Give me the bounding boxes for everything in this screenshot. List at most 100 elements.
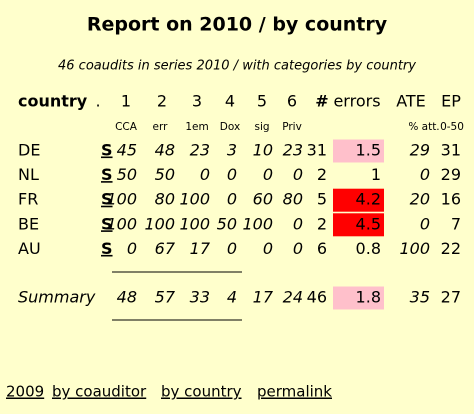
country: BE [18,214,39,233]
count: 31 [307,141,327,160]
column-header: 1 [121,92,131,111]
category-value: 67 [155,239,176,258]
category-value: 48 [155,141,175,160]
category-value: 0 [127,239,137,258]
errors-highlight [333,213,384,237]
category-value: 45 [117,141,137,160]
category-value: 23 [190,141,210,160]
category-value: 100 [179,190,210,209]
category-value: 100 [242,214,273,233]
count: 46 [307,288,327,307]
count: 5 [317,190,327,209]
column-header: EP [441,92,461,111]
column-subheader: % att. [408,121,439,133]
errors: 1.5 [356,141,381,160]
category-value: 24 [283,288,303,307]
category-value: 17 [253,288,274,307]
country: NL [18,165,39,184]
category-value: 4 [227,288,237,307]
category-value: 23 [283,141,303,160]
column-subheader: sig [254,121,269,133]
category-value: 100 [179,214,210,233]
category-value: 100 [106,190,137,209]
category-value: 0 [293,239,303,258]
errors: 1 [371,165,381,184]
column-subheader: err [153,121,169,133]
category-value: 50 [217,214,237,233]
country: AU [18,239,41,258]
country-link[interactable]: S [101,141,113,160]
errors: 4.2 [356,190,381,209]
ep: 22 [441,239,461,258]
category-value: 57 [155,288,176,307]
ate: 0 [420,214,430,233]
column-header: 5 [257,92,267,111]
country-link[interactable]: S [101,190,113,209]
errors-highlight [333,286,384,310]
ep: 31 [441,141,461,160]
category-value: 100 [106,214,137,233]
ate: 20 [410,190,430,209]
footer-link[interactable]: permalink [257,383,332,401]
title: Report on 2010 / by country [87,14,388,36]
category-value: 0 [293,165,303,184]
column-header: 4 [225,92,235,111]
country: DE [18,141,40,160]
errors: 1.8 [356,288,381,307]
column-header: ATE [396,92,426,111]
category-value: 3 [227,141,237,160]
column-header: . [95,92,100,111]
column-subheader: Dox [220,121,240,133]
ep: 16 [441,190,461,209]
category-value: 80 [155,190,175,209]
category-value: 0 [227,190,237,209]
ate: 100 [399,239,430,258]
category-value: 33 [190,288,210,307]
country: FR [18,190,38,209]
column-header: country [18,92,88,111]
category-value: 50 [155,165,175,184]
category-value: 0 [263,165,273,184]
count: 2 [317,165,327,184]
category-value: 0 [227,239,237,258]
footer-link[interactable]: 2009 [6,383,44,401]
count: 6 [317,239,327,258]
category-value: 0 [293,214,303,233]
errors: 4.5 [356,214,381,233]
subtitle: 46 coaudits in series 2010 / with catego… [58,59,416,74]
column-header: 6 [287,92,297,111]
errors-highlight [333,139,384,163]
category-value: 48 [117,288,137,307]
category-value: 0 [263,239,273,258]
column-subheader: 0-50 [440,121,464,133]
column-subheader: CCA [115,121,138,133]
errors: 0.8 [356,239,381,258]
category-value: 10 [253,141,273,160]
column-header: 2 [157,92,167,111]
footer-link[interactable]: by coauditor [52,383,147,401]
country-link[interactable]: S [101,165,113,184]
category-value: 0 [200,165,210,184]
ep: 29 [441,165,461,184]
ep: 7 [451,214,461,233]
ep: 27 [441,288,461,307]
column-header: # [315,92,328,111]
column-subheader: 1em [185,121,208,133]
footer-link[interactable]: by country [161,383,242,401]
category-value: 50 [117,165,137,184]
country-link[interactable]: S [101,239,113,258]
ate: 29 [410,141,430,160]
column-subheader: Priv [282,121,302,133]
country-link[interactable]: S [101,214,113,233]
category-value: 0 [227,165,237,184]
summary-label: Summary [18,288,96,307]
category-value: 100 [144,214,175,233]
column-header: errors [333,92,380,111]
ate: 0 [420,165,430,184]
category-value: 17 [190,239,211,258]
count: 2 [317,214,327,233]
category-value: 60 [253,190,273,209]
category-value: 80 [283,190,303,209]
